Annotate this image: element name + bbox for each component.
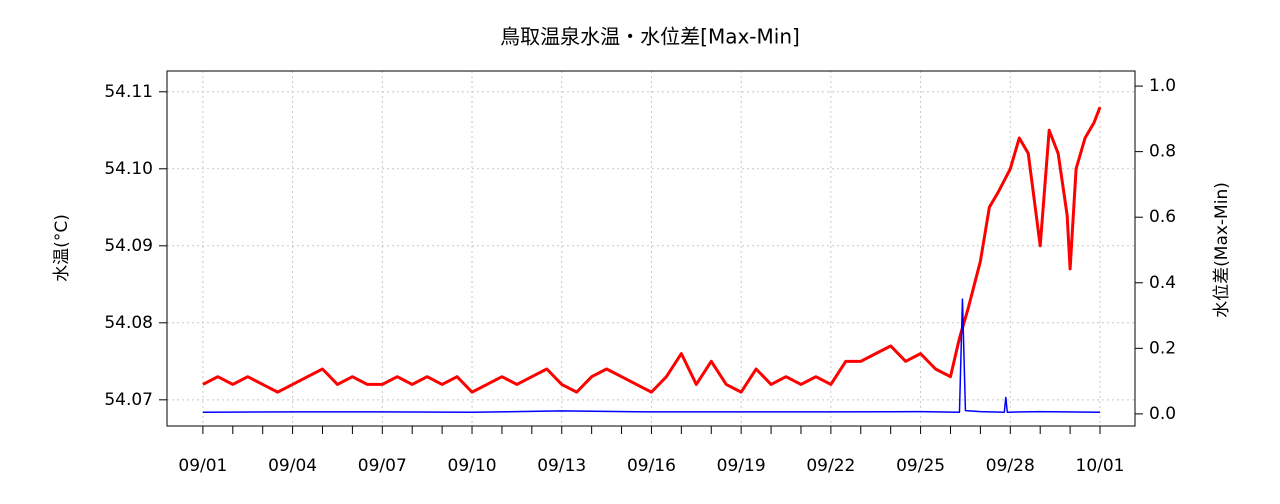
y2-tick-label: 0.0: [1149, 404, 1176, 424]
y2-tick-label: 0.4: [1149, 273, 1176, 293]
x-tick-label: 09/19: [717, 456, 766, 476]
y-tick-label: 54.08: [104, 313, 153, 333]
x-tick-label: 09/04: [268, 456, 317, 476]
y-tick-label: 54.07: [104, 390, 153, 410]
plot-frame: [166, 70, 1136, 427]
x-tick-label: 09/25: [896, 456, 945, 476]
series-line: [202, 298, 1101, 413]
y-tick-label: 54.11: [104, 82, 153, 102]
y2-tick-label: 0.6: [1149, 207, 1176, 227]
y2-axis-label: 水位差(Max-Min): [1212, 182, 1232, 318]
y2-tick-label: 0.2: [1149, 338, 1176, 358]
y-tick-label: 54.09: [104, 236, 153, 256]
x-tick-label: 10/01: [1076, 456, 1125, 476]
x-tick-label: 09/13: [537, 456, 586, 476]
x-tick-label: 09/01: [178, 456, 227, 476]
x-tick-label: 09/22: [806, 456, 855, 476]
y2-tick-label: 1.0: [1149, 76, 1176, 96]
x-tick-label: 09/16: [627, 456, 676, 476]
chart-title: 鳥取温泉水温・水位差[Max-Min]: [500, 25, 800, 49]
y-tick-label: 54.10: [104, 159, 153, 179]
x-tick-label: 09/28: [986, 456, 1035, 476]
x-tick-label: 09/07: [358, 456, 407, 476]
x-tick-label: 09/10: [448, 456, 497, 476]
y-axis-label: 水温(°C): [52, 214, 72, 282]
y2-tick-label: 0.8: [1149, 142, 1176, 162]
series-line: [202, 106, 1102, 394]
